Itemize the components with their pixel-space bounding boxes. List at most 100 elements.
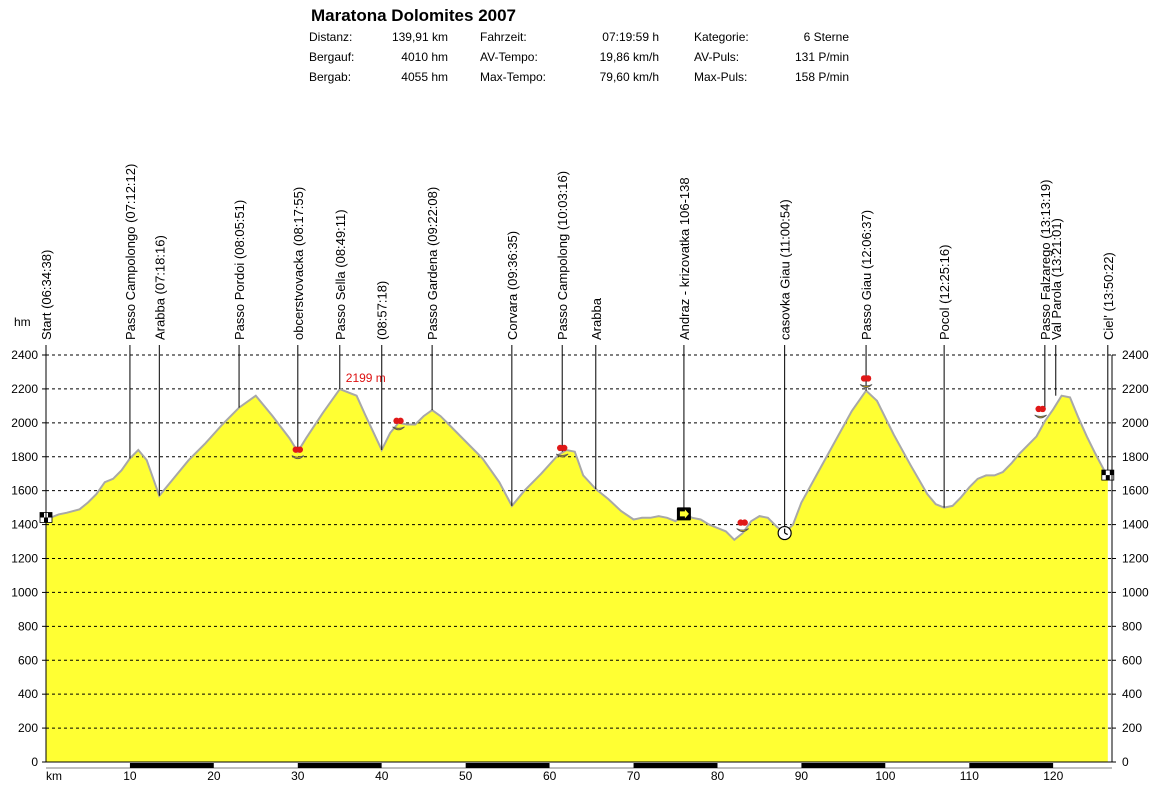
x-axis-segment — [46, 763, 130, 768]
x-axis-segment — [801, 763, 886, 768]
apple-shape — [1039, 405, 1046, 413]
bowl-shape — [291, 455, 305, 460]
x-axis-segment — [1053, 763, 1112, 768]
bowl-shape — [555, 453, 569, 458]
flag-check — [40, 512, 44, 518]
apple-shape — [296, 446, 304, 453]
waypoint-label: Start (06:34:38) — [39, 250, 54, 340]
y-tick-label: 2400 — [11, 348, 38, 362]
bowl-shape — [392, 426, 405, 431]
apple-shape — [741, 519, 748, 526]
y-tick-label: 400 — [18, 687, 38, 701]
stat-value: 4010 hm — [401, 50, 448, 64]
stat-label: Kategorie: — [694, 30, 749, 44]
profile-line — [45, 387, 1109, 542]
waypoint-label: Passo Campolong (10:03:16) — [555, 171, 570, 340]
stat-value: 4055 hm — [401, 70, 448, 84]
x-tick-label: 70 — [627, 769, 641, 783]
y-tick-label: 800 — [1122, 619, 1142, 633]
refreshment-icon — [291, 446, 305, 460]
flag-check — [48, 512, 52, 518]
y-tick-label: 2000 — [11, 416, 38, 430]
waypoint-label: obcerstvovacka (08:17:55) — [291, 187, 306, 340]
stat-label: Max-Tempo: — [480, 70, 546, 84]
y-tick-label: 2000 — [1122, 416, 1149, 430]
stat-value: 6 Sterne — [804, 30, 850, 44]
waypoint-label: Passo Sella (08:49:11) — [333, 209, 348, 340]
gridlines — [46, 354, 1112, 729]
waypoint-label: Passo Gardena (09:22:08) — [425, 187, 440, 340]
x-tick-label: 30 — [291, 769, 305, 783]
x-tick-label: 40 — [375, 769, 389, 783]
x-axis-segment — [717, 763, 802, 768]
waypoint-label: (08:57:18) — [375, 281, 390, 340]
direction-sign-icon — [676, 507, 691, 521]
y-tick-label: 200 — [1122, 721, 1142, 735]
stat-value: 19,86 km/h — [600, 50, 659, 64]
x-tick-label: 110 — [960, 769, 979, 783]
x-tick-label: 100 — [875, 769, 895, 783]
x-tick-label: 20 — [207, 769, 221, 783]
y-tick-label: 600 — [18, 653, 38, 667]
x-axis-segment — [213, 763, 298, 768]
y-tick-label: 1600 — [11, 484, 38, 498]
y-tick-label: 1400 — [11, 518, 38, 532]
waypoint-label: Passo Pordoi (08:05:51) — [232, 200, 247, 340]
bowl-shape — [1034, 414, 1047, 419]
x-tick-label: 50 — [459, 769, 473, 783]
waypoint-label: Passo Falzarego (13:13:19) — [1038, 180, 1053, 340]
stat-value: 158 P/min — [795, 70, 849, 84]
waypoint-label: casovka Giau (11:00:54) — [778, 199, 793, 340]
stat-label: Fahrzeit: — [480, 30, 527, 44]
x-axis-segment — [381, 763, 466, 768]
x-tick-label: 90 — [795, 769, 809, 783]
x-axis-segment — [549, 763, 634, 768]
waypoint-label: Val Parola (13:21:01) — [1049, 218, 1064, 340]
x-axis-segment — [297, 763, 382, 768]
plot-area — [46, 389, 1108, 762]
x-axis-segment — [633, 763, 718, 768]
profile-area — [46, 389, 1108, 762]
refreshment-icon — [392, 417, 405, 431]
axes: 0 0 200 200 400 400 600 600 800 800 1000 1000 1200 12… — [11, 348, 1149, 783]
waypoint-label: Passo Campolongo (07:12:12) — [123, 164, 138, 340]
x-axis-label: km — [46, 769, 62, 783]
y-axis-label: hm — [14, 315, 31, 329]
waypoint-label: Andraz - krizovatka 106-138 — [677, 177, 692, 340]
stat-label: AV-Puls: — [694, 50, 739, 64]
y-tick-label: 2400 — [1122, 348, 1149, 362]
y-tick-label: 800 — [18, 619, 38, 633]
chart-header: Maratona Dolomites 2007 Distanz: 139,91 … — [309, 6, 849, 84]
y-tick-label: 1800 — [11, 450, 38, 464]
bowl-shape — [736, 528, 749, 532]
bowl-shape — [859, 384, 873, 388]
watch-hand — [784, 532, 788, 536]
y-tick-label: 2200 — [1122, 382, 1149, 396]
y-tick-label: 1200 — [11, 552, 38, 566]
stat-label: AV-Tempo: — [480, 50, 538, 64]
refreshment-icon — [736, 519, 749, 532]
arrow-shape — [679, 509, 689, 519]
y-tick-label: 200 — [18, 721, 38, 735]
waypoint-label: Arabba (07:18:16) — [152, 235, 167, 340]
waypoint-label: Ciel' (13:50:22) — [1101, 252, 1116, 340]
stat-value: 139,91 km — [392, 30, 448, 44]
stat-label: Max-Puls: — [694, 70, 747, 84]
y-tick-label: 1000 — [1122, 585, 1149, 599]
apple-shape — [561, 444, 568, 452]
refreshment-icon — [859, 375, 873, 388]
y-tick-label: 2200 — [11, 382, 38, 396]
x-tick-label: 60 — [543, 769, 557, 783]
x-axis-segment — [969, 763, 1054, 768]
chart-title: Maratona Dolomites 2007 — [311, 6, 516, 25]
waypoint-label: Passo Giau (12:06:37) — [859, 210, 874, 340]
waypoint-label: Pocol (12:25:16) — [937, 245, 952, 340]
stat-label: Bergab: — [309, 70, 351, 84]
refreshment-icon — [1034, 405, 1047, 419]
x-tick-label: 120 — [1043, 769, 1063, 783]
stopwatch-icon — [777, 525, 792, 541]
flag-check — [1105, 475, 1110, 481]
x-axis-segment — [885, 763, 970, 768]
y-tick-label: 1400 — [1122, 518, 1149, 532]
